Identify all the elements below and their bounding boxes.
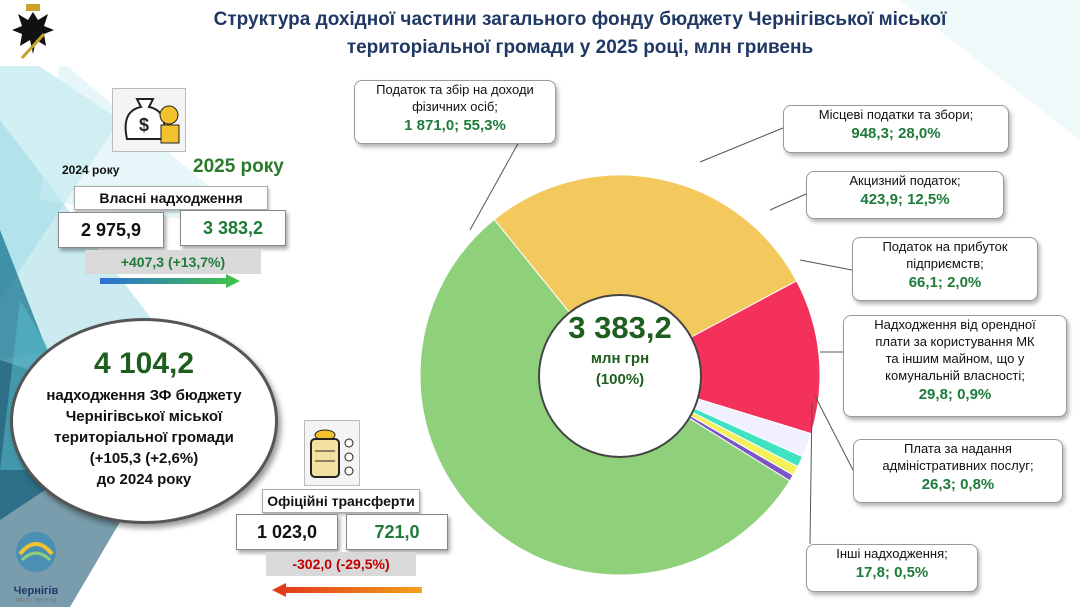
svg-text:$: $ [139, 115, 149, 135]
label-admin-services: Плата за надання адміністративних послуг… [853, 439, 1063, 503]
label-excise-line1: Акцизний податок; [849, 173, 961, 188]
label-pdfo-value: 1 871,0; 55,3% [404, 117, 506, 134]
year-2024-label: 2024 року [62, 163, 120, 177]
label-rent-line1: Надходження від орендної [874, 317, 1036, 332]
total-revenue-circle: 4 104,2 надходження ЗФ бюджету Чернігівс… [10, 318, 278, 524]
money-bag-icon: $ [112, 88, 186, 152]
page-title: Структура дохідної частини загального фо… [213, 9, 947, 58]
total-revenue-text-2: Чернігівської міської [65, 408, 223, 425]
label-pdfo: Податок та збір на доходи фізичних осіб;… [354, 80, 556, 144]
pie-slice-local [493, 174, 798, 376]
decrease-arrow-icon [272, 583, 422, 597]
leader-line-6 [809, 401, 813, 545]
label-rent-value: 29,8; 0,9% [918, 386, 992, 403]
total-revenue-text-5: до 2024 року [96, 471, 192, 488]
label-local-taxes: Місцеві податки та збори; 948,3; 28,0% [783, 105, 1009, 153]
leader-line-5 [814, 395, 854, 471]
leader-line-3 [799, 259, 853, 271]
logo-tagline: місто легенд [15, 597, 57, 604]
label-excise: Акцизний податок; 423,9; 12,5% [806, 171, 1004, 219]
transfers-label: Офіційні трансферти [262, 489, 420, 513]
label-profit-tax: Податок на прибуток підприємств; 66,1; 2… [852, 237, 1038, 301]
own-revenue-label: Власні надходження [74, 186, 268, 210]
center-total-value: 3 383,2 [568, 310, 672, 345]
year-2025-label: 2025 року [193, 156, 284, 177]
city-crest-icon [0, 0, 66, 66]
logo-name: Чернігів [13, 585, 59, 597]
transfers-2024: 1 023,0 [236, 514, 338, 550]
transfers-2025: 721,0 [346, 514, 448, 550]
label-profit-line1: Податок на прибуток [882, 239, 1008, 254]
leader-line-2 [769, 193, 807, 211]
label-profit-value: 66,1; 2,0% [908, 274, 982, 291]
coin-jar-icon [304, 420, 360, 486]
label-admin-value: 26,3; 0,8% [921, 476, 995, 493]
center-total-unit: млн грн [590, 350, 650, 367]
total-revenue-text-3: територіальної громади [54, 429, 234, 446]
total-revenue-text-4: (+105,3 (+2,6%) [89, 450, 199, 467]
label-rent: Надходження від орендної плати за корист… [843, 315, 1067, 417]
label-other: Інші надходження; 17,8; 0,5% [806, 544, 978, 592]
leader-line-0 [469, 139, 521, 231]
label-profit-line2: підприємств; [906, 256, 984, 271]
label-rent-line2: плати за користування МК [875, 334, 1035, 349]
increase-arrow-icon [100, 274, 240, 288]
label-local-line1: Місцеві податки та збори; [818, 107, 974, 122]
pie-slice-excise [618, 280, 821, 435]
label-rent-line4: комунальній власності; [885, 368, 1025, 383]
label-excise-value: 423,9; 12,5% [860, 191, 950, 208]
label-other-line1: Інші надходження; [836, 546, 948, 561]
leader-line-1 [699, 127, 784, 163]
center-total-percent: (100%) [595, 371, 645, 388]
label-rent-line3: та іншим майном, що у [885, 351, 1025, 366]
total-revenue-value: 4 104,2 [93, 347, 195, 380]
label-admin-line2: адміністративних послуг; [882, 458, 1034, 473]
chernihiv-logo: Чернігів місто легенд [6, 528, 66, 604]
own-revenue-change: +407,3 (+13,7%) [85, 250, 261, 274]
chart-center-total: 3 383,2 млн грн (100%) [538, 294, 702, 458]
label-other-value: 17,8; 0,5% [855, 564, 929, 581]
own-revenue-2025: 3 383,2 [180, 210, 286, 246]
label-pdfo-line1: Податок та збір на доходи [376, 82, 534, 97]
label-local-value: 948,3; 28,0% [851, 125, 941, 142]
label-pdfo-line2: фізичних осіб; [412, 99, 498, 114]
total-revenue-text-1: надходження ЗФ бюджету [46, 387, 242, 404]
label-admin-line1: Плата за надання [904, 441, 1012, 456]
own-revenue-2024: 2 975,9 [58, 212, 164, 248]
transfers-change: -302,0 (-29,5%) [266, 552, 416, 576]
